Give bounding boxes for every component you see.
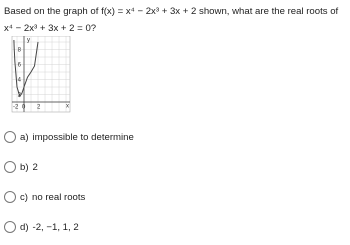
radio-button[interactable] (4, 161, 16, 173)
radio-button[interactable] (4, 131, 16, 143)
option[interactable]: b) 2 (4, 161, 38, 173)
option-text: 2 (32, 161, 38, 173)
radio-button[interactable] (4, 191, 16, 203)
graph-frame (11, 36, 71, 113)
graph: y x 8 6 4 2 -2 0 2 (11, 36, 71, 113)
y-axis-label: y (27, 38, 30, 44)
option[interactable]: c) no real roots (4, 191, 85, 203)
option[interactable]: d) -2, −1, 1, 2 (4, 221, 79, 233)
y-tick-label: 6 (18, 63, 22, 69)
function-curve (13, 39, 39, 98)
option-letter: a) (20, 131, 29, 143)
radio-button[interactable] (4, 221, 16, 233)
y-tick-label: 4 (18, 78, 22, 84)
option-letter: c) (20, 191, 28, 203)
x-tick-label: 0 (22, 105, 26, 111)
option-letter: d) (20, 221, 29, 233)
option-text: impossible to determine (32, 131, 134, 143)
x-tick-label: 2 (37, 105, 41, 111)
option-letter: b) (20, 161, 29, 173)
y-tick-label: 8 (18, 48, 22, 54)
y-tick-label: 2 (18, 93, 22, 99)
option-text: no real roots (32, 191, 86, 203)
question-text: Based on the graph of f(x) = x⁴ − 2x³ + … (4, 6, 339, 34)
x-axis-label: x (66, 104, 69, 110)
option-text: -2, −1, 1, 2 (32, 221, 79, 233)
option[interactable]: a) impossible to determine (4, 131, 134, 143)
x-tick-label: -2 (13, 105, 19, 111)
